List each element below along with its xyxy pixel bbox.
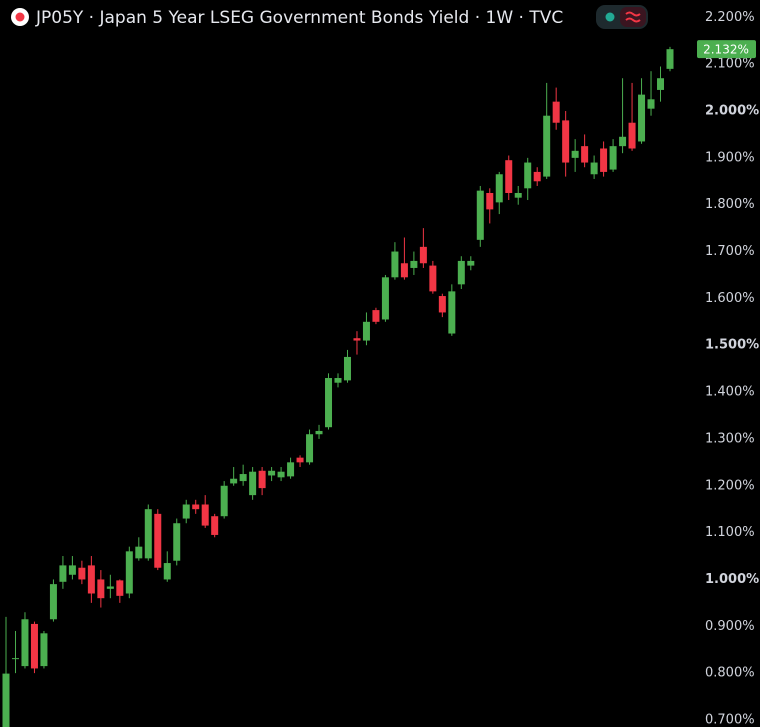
candle-body: [571, 150, 579, 158]
candle-body: [97, 579, 105, 599]
candle-body: [467, 260, 475, 266]
candle-body: [638, 94, 646, 142]
candle-body: [581, 146, 589, 163]
candle-body: [40, 633, 48, 667]
status-icon: [625, 11, 641, 23]
candle-body: [78, 567, 86, 580]
y-tick-label: 2.200%: [705, 10, 755, 25]
candle-body: [381, 277, 389, 320]
candle-body: [106, 586, 114, 589]
candle-body: [334, 378, 342, 383]
candle-body: [182, 504, 190, 519]
chart-title: JP05Y · Japan 5 Year LSEG Government Bon…: [35, 8, 563, 28]
candle-body: [505, 160, 513, 193]
y-tick-label: 1.300%: [705, 431, 755, 446]
candle-body: [533, 171, 541, 182]
candle-body: [135, 546, 143, 559]
candle-body: [2, 673, 10, 727]
candle-body: [524, 162, 532, 189]
candle-body: [201, 504, 209, 526]
y-tick-label: 0.700%: [705, 712, 755, 727]
y-tick-label: 2.000%: [705, 104, 759, 119]
y-tick-label: 1.200%: [705, 478, 755, 493]
candle-body: [258, 470, 266, 489]
candle-body: [163, 563, 171, 580]
y-tick-label: 1.100%: [705, 525, 755, 540]
candle-body: [343, 356, 351, 381]
flag-dot: [15, 12, 25, 22]
candle-body: [600, 148, 608, 172]
candle-body: [666, 49, 674, 69]
candle-body: [495, 174, 503, 203]
y-tick-label: 1.900%: [705, 150, 755, 165]
y-tick-label: 1.600%: [705, 291, 755, 306]
candle-body: [325, 378, 333, 428]
candle-body: [552, 101, 560, 123]
candle-body: [429, 265, 437, 292]
y-tick-label: 0.900%: [705, 619, 755, 634]
candle-body: [514, 192, 522, 198]
y-tick-label: 1.500%: [705, 338, 759, 353]
candle-body: [391, 251, 399, 278]
y-tick-label: 2.100%: [705, 57, 755, 72]
candle-body: [173, 523, 181, 561]
candle-body: [362, 321, 370, 341]
candle-body: [448, 291, 456, 334]
candle-body: [562, 120, 570, 163]
candle-body: [11, 658, 19, 660]
y-tick-label: 1.800%: [705, 197, 755, 212]
candle-body: [590, 162, 598, 175]
candle-body: [87, 565, 95, 594]
candle-body: [116, 580, 124, 596]
y-tick-label: 1.700%: [705, 244, 755, 259]
candle-body: [315, 430, 323, 435]
candle-body: [372, 310, 380, 322]
candle-body: [647, 99, 655, 109]
candle-body: [400, 263, 408, 278]
candle-body: [410, 260, 418, 268]
y-tick-label: 1.000%: [705, 572, 759, 587]
candle-body: [59, 565, 67, 582]
candle-body: [543, 115, 551, 177]
candle-body: [419, 246, 427, 264]
candle-body: [457, 260, 465, 285]
candle-body: [353, 338, 361, 341]
candle-body: [277, 471, 285, 478]
candle-body: [486, 192, 494, 210]
candle-body: [476, 190, 484, 240]
candle-body: [230, 478, 238, 484]
candle-body: [211, 516, 219, 535]
status-dot: [605, 12, 615, 22]
candle-body: [296, 457, 304, 463]
candle-body: [249, 471, 257, 496]
candle-body: [657, 78, 665, 90]
candle-body: [268, 470, 276, 476]
status-icon-bg: [620, 7, 646, 27]
candle-body: [125, 551, 133, 594]
candle-body: [619, 136, 627, 147]
candle-body: [30, 623, 38, 669]
candle-body: [239, 474, 247, 482]
y-tick-label: 1.400%: [705, 385, 755, 400]
candle-body: [144, 509, 152, 559]
candle-body: [609, 146, 617, 170]
candle-body: [306, 434, 314, 463]
last-price-box: [697, 40, 756, 59]
candle-body: [220, 485, 228, 517]
candle-body: [68, 565, 76, 575]
candle-body: [21, 619, 29, 667]
candle-body: [49, 584, 57, 620]
candle-body: [192, 504, 200, 510]
candle-body: [287, 462, 295, 477]
last-price-label: 2.132%: [703, 43, 749, 57]
candle-body: [438, 296, 446, 313]
candle-body: [154, 513, 162, 568]
candle-body: [628, 122, 636, 149]
y-tick-label: 0.800%: [705, 666, 755, 681]
